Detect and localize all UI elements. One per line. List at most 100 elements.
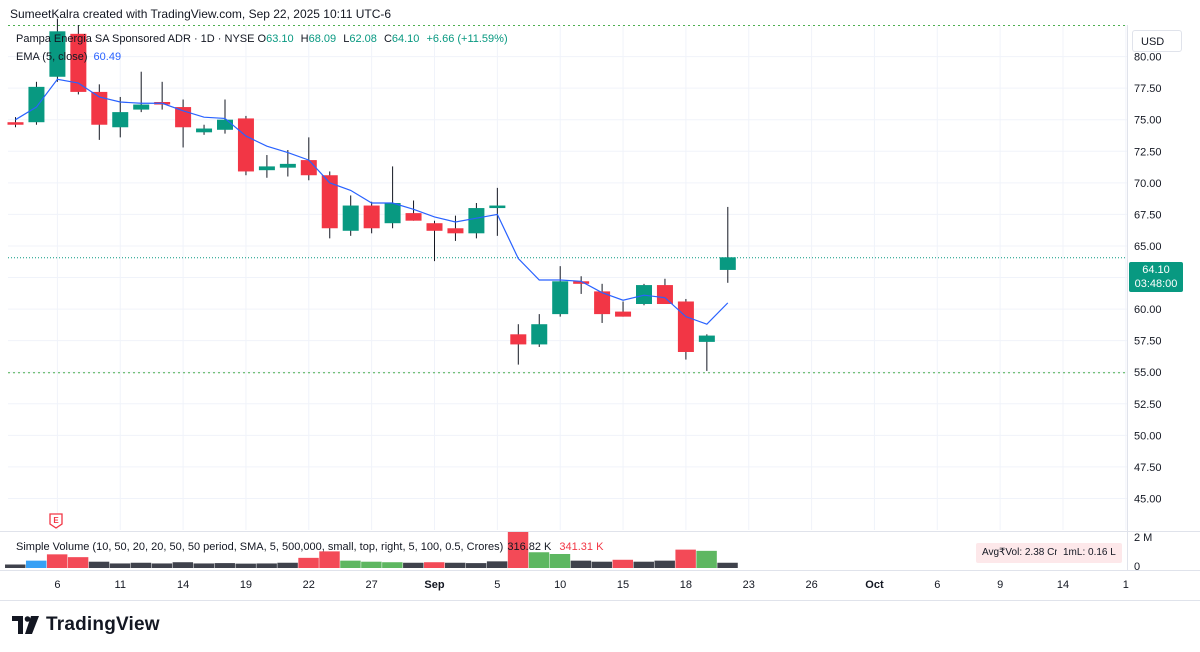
candle-body xyxy=(196,128,213,133)
volume-bar xyxy=(88,561,110,568)
time-tick-label: 10 xyxy=(554,579,566,591)
time-tick-label: 5 xyxy=(494,579,500,591)
symbol-legend[interactable]: Pampa Energia SA Sponsored ADR · 1D · NY… xyxy=(16,33,512,45)
high-label: H xyxy=(300,33,309,45)
candle-body xyxy=(573,281,590,284)
candle-body xyxy=(217,119,233,130)
volume-bar xyxy=(528,552,550,568)
horizontal-levels xyxy=(8,25,1127,374)
volume-bar xyxy=(675,549,696,568)
avg-volume-badge: Avg₹Vol: 2.38 Cr xyxy=(976,543,1064,563)
volume-bar xyxy=(549,554,571,568)
volume-bar xyxy=(507,531,529,568)
volume-bar xyxy=(193,563,215,568)
price-tick-label: 65.00 xyxy=(1134,241,1162,253)
last-price-tag: 64.10 03:48:00 xyxy=(1129,262,1183,292)
chart-grid xyxy=(8,25,1127,530)
symbol-name: Pampa Energia SA Sponsored ADR · 1D · NY… xyxy=(16,33,255,45)
candle-body xyxy=(175,107,192,128)
volume-bar xyxy=(109,563,131,568)
change-value: +6.66 (+11.59%) xyxy=(426,33,508,45)
volume-bar xyxy=(46,554,68,568)
volume-bar xyxy=(612,559,634,568)
volume-bar xyxy=(298,557,319,568)
time-tick-label: 6 xyxy=(934,579,940,591)
candle-body xyxy=(698,335,715,342)
price-tick-label: 60.00 xyxy=(1134,304,1162,316)
volume-bar xyxy=(256,563,277,568)
time-tick-label: 19 xyxy=(240,579,252,591)
candle-body xyxy=(7,122,24,125)
volume-legend[interactable]: Simple Volume (10, 50, 20, 20, 50, 50 pe… xyxy=(16,541,603,553)
volume-indicator-label: Simple Volume (10, 50, 20, 20, 50, 50 pe… xyxy=(16,541,504,553)
volume-bar xyxy=(444,562,466,568)
candle-body xyxy=(615,311,632,317)
price-tick-label: 50.00 xyxy=(1134,430,1162,442)
candlesticks xyxy=(7,18,736,371)
axes xyxy=(0,25,1200,601)
time-tick-label: 11 xyxy=(115,579,126,591)
candle-body xyxy=(28,86,45,123)
close-value: 64.10 xyxy=(391,33,420,45)
price-tick-label: 45.00 xyxy=(1134,493,1162,505)
volume-bar xyxy=(67,557,89,568)
candle-body xyxy=(363,205,380,229)
candle-body xyxy=(552,281,569,315)
candle-body xyxy=(677,301,694,352)
volume-bar xyxy=(25,560,47,568)
time-tick-label: Oct xyxy=(865,579,884,591)
volume-axis-labels: 2 M 0 xyxy=(1134,532,1152,573)
last-price: 64.10 xyxy=(1142,264,1170,276)
volume-bar xyxy=(696,550,717,568)
time-tick-label: Sep xyxy=(424,579,444,591)
time-tick-label: 9 xyxy=(997,579,1003,591)
candle-body xyxy=(49,31,66,77)
volume-bar xyxy=(403,562,424,568)
volume-axis-label: 0 xyxy=(1134,561,1140,573)
candle-body xyxy=(405,213,422,221)
volume-value-1: 316.82 K xyxy=(507,541,552,553)
ema-line xyxy=(15,78,729,325)
time-tick-label: 1 xyxy=(1123,579,1129,591)
open-label: O xyxy=(257,33,267,45)
ema-legend[interactable]: EMA (5, close) 60.49 xyxy=(16,51,121,63)
header-credit: SumeetKalra created with TradingView.com… xyxy=(10,7,392,21)
candle-body xyxy=(237,118,254,172)
ema-value: 60.49 xyxy=(93,51,122,63)
candle-body xyxy=(719,257,736,270)
volume-bar xyxy=(277,562,298,568)
volume-value-2: 341.31 K xyxy=(559,541,604,553)
candle-body xyxy=(300,160,317,176)
price-tick-label: 47.50 xyxy=(1134,462,1162,474)
price-tick-label: 72.50 xyxy=(1134,146,1162,158)
high-value: 68.09 xyxy=(308,33,337,45)
tradingview-logo[interactable]: TradingView xyxy=(12,612,160,638)
volume-bar xyxy=(214,563,235,568)
candle-body xyxy=(384,203,401,224)
time-tick-label: 22 xyxy=(303,579,315,591)
earnings-marker-icon[interactable]: E xyxy=(48,513,64,529)
time-tick-label: 15 xyxy=(617,579,629,591)
tradingview-wordmark: TradingView xyxy=(46,614,160,635)
candle-body xyxy=(636,285,652,305)
price-tick-label: 80.00 xyxy=(1134,52,1162,64)
candle-body xyxy=(258,166,275,171)
candle-body xyxy=(70,33,87,92)
volume-bar xyxy=(172,562,194,568)
volume-bar xyxy=(340,560,361,568)
time-tick-label: 14 xyxy=(1057,579,1069,591)
time-tick-label: 6 xyxy=(54,579,60,591)
candle-body xyxy=(656,285,673,305)
candle-body xyxy=(426,223,443,231)
time-tick-label: 18 xyxy=(680,579,692,591)
volume-bar xyxy=(130,562,152,568)
price-tick-label: 75.00 xyxy=(1134,115,1162,127)
time-tick-label: 27 xyxy=(366,579,378,591)
volume-bar xyxy=(424,562,445,568)
price-tick-label: 52.50 xyxy=(1134,399,1162,411)
volume-bar xyxy=(5,564,26,568)
volume-bar xyxy=(486,561,508,568)
currency-selector[interactable]: USD xyxy=(1132,30,1182,52)
time-tick-label: 23 xyxy=(743,579,755,591)
